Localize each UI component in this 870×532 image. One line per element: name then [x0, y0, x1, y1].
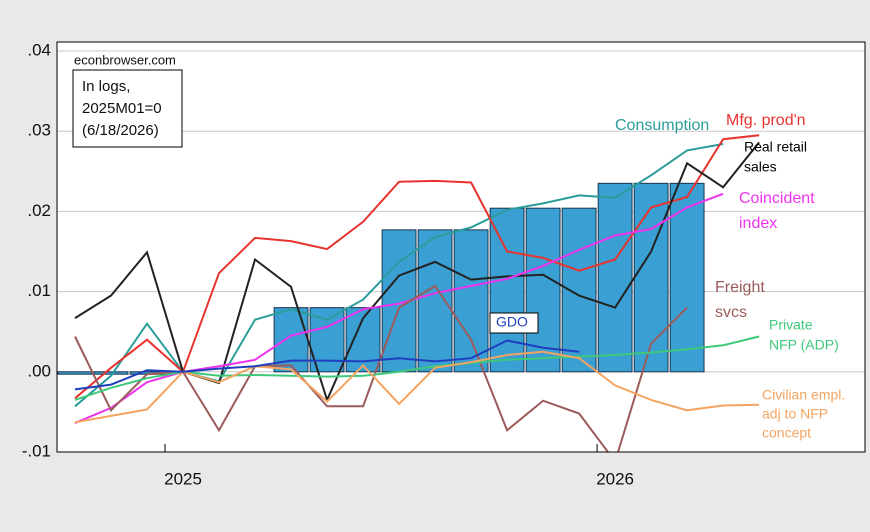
line — [74, 350, 760, 424]
label-box — [489, 312, 539, 334]
series-label: Freight — [715, 279, 765, 296]
note-box — [72, 69, 183, 148]
y-tick-label: .00 — [27, 361, 51, 380]
bar — [597, 182, 633, 373]
plot-frame — [56, 41, 866, 453]
bar — [57, 371, 93, 375]
series-label: NFP (ADP) — [769, 337, 839, 353]
note-line: In logs, — [82, 78, 130, 95]
bar — [453, 229, 489, 373]
series-label: GDO — [496, 314, 528, 330]
series-label: svcs — [715, 304, 747, 321]
y-tick-label: .01 — [27, 281, 51, 300]
line — [74, 134, 760, 400]
y-tick-label: .02 — [27, 201, 51, 220]
series-label: Civilian empl. — [762, 387, 845, 403]
series-label: adj to NFP — [762, 406, 828, 422]
axes: -.01 .00 .01 .02 .03 .04 2025 2026 — [22, 40, 634, 488]
bar — [417, 229, 453, 373]
line — [74, 335, 760, 401]
lines — [74, 134, 760, 452]
series-label: Mfg. prod'n — [726, 112, 806, 129]
bar — [93, 371, 129, 375]
series-label: concept — [762, 425, 811, 441]
y-tick-label: .04 — [27, 40, 51, 59]
y-tick-label: -.01 — [22, 441, 51, 460]
bar — [489, 207, 525, 373]
series-label: Real retail — [744, 139, 807, 155]
x-tick-label: 2026 — [596, 469, 634, 488]
bar — [669, 182, 705, 373]
series-label: index — [739, 215, 777, 232]
y-tick-label: .03 — [27, 121, 51, 140]
note-line: 2025M01=0 — [82, 100, 162, 117]
series-labels: Consumption Mfg. prod'n Real retail sales Co… — [489, 112, 845, 441]
x-tick-label: 2025 — [164, 469, 202, 488]
bar — [633, 182, 669, 373]
series-label: Coincident — [739, 190, 815, 207]
bar — [561, 207, 597, 373]
series-label: sales — [744, 159, 777, 175]
source-note: econbrowser.com — [74, 52, 176, 67]
bars — [57, 182, 705, 375]
note-line: (6/18/2026) — [82, 122, 159, 139]
series-label: Private — [769, 317, 813, 333]
line — [74, 339, 580, 391]
series-label: Consumption — [615, 117, 709, 134]
